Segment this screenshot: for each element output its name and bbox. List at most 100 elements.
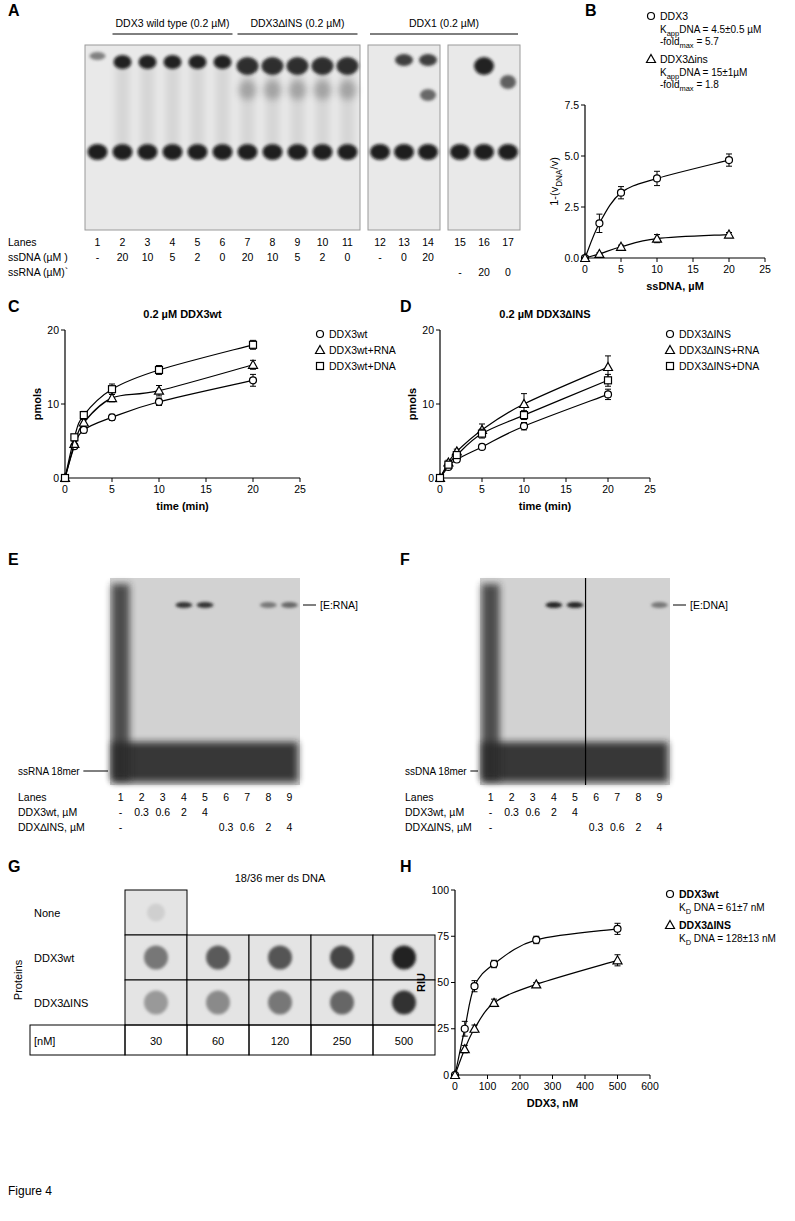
data-point (479, 443, 486, 450)
data-point (71, 434, 78, 441)
y-tick-label: 7.5 (564, 99, 579, 111)
band (420, 89, 436, 101)
error-cap (615, 965, 621, 966)
free-probe (482, 742, 668, 782)
probe-pointer (83, 771, 108, 772)
legend-annotation: -foldmax = 5.7 (660, 36, 719, 50)
blot-cell (249, 1025, 311, 1055)
x-tick (693, 258, 694, 262)
lane-value: 2 (195, 251, 201, 263)
data-point (490, 998, 499, 1006)
data-point (605, 391, 612, 398)
fit-line (440, 367, 608, 478)
error-cap (654, 171, 660, 172)
x-tick-label: 10 (518, 483, 530, 495)
lane-number: 5 (572, 791, 578, 803)
legend-marker (316, 346, 325, 354)
data-point (452, 1072, 459, 1079)
row-label: DDX3wt, µM (405, 806, 464, 818)
x-tick-label: 20 (247, 483, 259, 495)
band (474, 144, 494, 160)
band-pointer (673, 605, 686, 606)
legend-label: DDX3wt (329, 328, 368, 340)
fit-line (65, 345, 253, 478)
conc-label: 60 (212, 1035, 224, 1047)
lane-value: - (119, 806, 123, 818)
lane-number: 1 (118, 791, 124, 803)
x-tick-label: 600 (641, 1080, 659, 1092)
lane-value: - (489, 821, 493, 833)
legend-marker (667, 891, 674, 898)
group-header: DDX1 (0.2 µM) (409, 17, 479, 29)
x-tick-label: 0 (582, 263, 588, 275)
lane-number: 3 (530, 791, 536, 803)
y-tick (581, 156, 585, 157)
chart: 02550751000100200300400500600DDX3, nMRIU… (415, 884, 775, 1110)
x-tick-label: 0 (437, 483, 443, 495)
legend-marker (666, 346, 675, 354)
chart: 010200510152025time (min)pmols0.2 µM DDX… (406, 308, 759, 512)
data-point (532, 980, 541, 988)
band (239, 80, 257, 100)
legend-marker (317, 331, 324, 338)
band-label: [E:RNA] (320, 599, 358, 611)
lane-number: 15 (454, 236, 466, 248)
blot-cell (125, 935, 187, 980)
legend-label: DDX3∆INS+RNA (679, 344, 759, 356)
lane-value: 0 (345, 251, 351, 263)
x-tick (608, 478, 609, 482)
lane-number: 6 (220, 236, 226, 248)
lane-number: 10 (317, 236, 329, 248)
plot-area (451, 923, 623, 1078)
x-tick-label: 20 (602, 483, 614, 495)
lane-number: 6 (593, 791, 599, 803)
lane-number: 2 (509, 791, 515, 803)
lane-number: 3 (160, 791, 166, 803)
band (418, 144, 438, 160)
fit-line (455, 929, 618, 1075)
legend-label: DDX3wt+RNA (329, 344, 396, 356)
x-tick-label: 25 (644, 483, 656, 495)
plot-area (436, 356, 613, 482)
fit-line (65, 365, 253, 478)
error-cap (109, 394, 115, 395)
legend: DDX3wtDDX3wt+RNADDX3wt+DNA (316, 328, 396, 372)
y-tick-label: 25 (437, 1022, 449, 1034)
band (312, 57, 334, 75)
band (260, 602, 277, 608)
x-tick-label: 25 (294, 483, 306, 495)
data-point (654, 175, 661, 182)
band (90, 52, 106, 60)
panel-letter: E (8, 551, 19, 568)
error-cap (521, 393, 527, 394)
lane-number: 9 (295, 236, 301, 248)
data-point (436, 474, 445, 482)
row-label: None (34, 907, 60, 919)
lane-value: 4 (287, 821, 293, 833)
blot-cell (187, 980, 249, 1025)
band (370, 144, 390, 160)
lane-number: 14 (422, 236, 434, 248)
dot (268, 946, 292, 970)
conc-label: 120 (271, 1035, 289, 1047)
y-tick (451, 1028, 455, 1029)
label-part: DNA = 128±13 nM (691, 933, 776, 944)
label-part: max (679, 84, 693, 93)
data-point (109, 414, 116, 421)
lane-number: 3 (145, 236, 151, 248)
band (314, 80, 332, 100)
lane-value: 0 (505, 266, 511, 278)
row-label: Lanes (18, 791, 47, 803)
panel-letter: G (8, 858, 20, 875)
smear (191, 62, 205, 147)
data-point (249, 360, 258, 368)
legend-annotation: KD DNA = 128±13 nM (679, 933, 776, 947)
band (281, 602, 298, 608)
data-point (521, 423, 528, 430)
lane-value: 0 (401, 251, 407, 263)
band (289, 80, 307, 100)
legend-label: DDX3wt (679, 888, 719, 900)
y-tick (451, 982, 455, 983)
dot (144, 991, 168, 1015)
lane-number: 2 (120, 236, 126, 248)
